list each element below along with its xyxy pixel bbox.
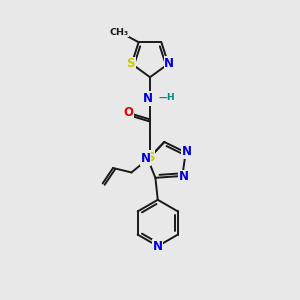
- Text: N: N: [182, 145, 192, 158]
- Text: CH₃: CH₃: [109, 28, 128, 37]
- Text: N: N: [153, 240, 163, 253]
- Text: O: O: [124, 106, 134, 119]
- Text: S: S: [127, 57, 135, 70]
- Text: N: N: [140, 152, 150, 165]
- Text: N: N: [164, 57, 174, 70]
- Text: N: N: [142, 92, 153, 105]
- Text: S: S: [146, 151, 154, 164]
- Text: —H: —H: [159, 93, 175, 102]
- Text: N: N: [179, 170, 189, 183]
